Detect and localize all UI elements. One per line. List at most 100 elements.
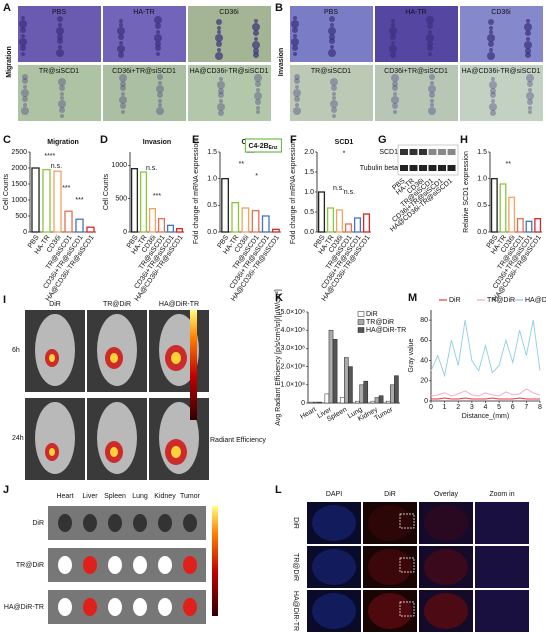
- cell: [216, 19, 222, 25]
- y-tick-label: 2000: [11, 165, 27, 172]
- cell: [158, 103, 162, 107]
- chart-title: SCD1: [335, 139, 354, 146]
- row-label: TR@DiR: [16, 562, 44, 569]
- cell: [58, 78, 66, 86]
- cell: [330, 100, 338, 108]
- tissue: [312, 593, 356, 629]
- cell: [57, 16, 63, 22]
- signal-core: [171, 446, 181, 458]
- x-axis-label: Distance_(mm): [462, 413, 509, 420]
- cell: [528, 110, 532, 114]
- micrograph: [18, 65, 101, 121]
- bar: [251, 210, 260, 233]
- x-tick-label: 3: [470, 404, 474, 411]
- cell: [392, 81, 398, 87]
- cell: [218, 88, 224, 94]
- panel-label: J: [3, 484, 9, 496]
- tissue: [368, 505, 412, 541]
- cell: [491, 99, 495, 103]
- significance: ***: [246, 150, 254, 157]
- signal-core: [110, 447, 118, 457]
- y-tick-label: 20: [420, 378, 428, 385]
- cell: [118, 34, 124, 40]
- image-caption: CD36i: [491, 9, 511, 16]
- cell: [22, 78, 28, 84]
- cell: [120, 85, 126, 91]
- cell: [331, 107, 337, 113]
- column-label: Zoom in: [489, 491, 514, 498]
- organ-label: Lung: [132, 493, 148, 500]
- y-tick-label: 2.0: [304, 149, 314, 156]
- cell: [218, 92, 224, 98]
- tissue: [368, 593, 412, 629]
- cell: [21, 89, 29, 97]
- legend-label: TR@DiR: [366, 319, 394, 326]
- colorbar: [190, 310, 197, 420]
- bar: [353, 217, 362, 233]
- cell: [332, 114, 336, 118]
- image-caption: CD36i+TR@siSCD1: [112, 68, 176, 75]
- bar: [75, 218, 84, 233]
- column-label: Overlay: [434, 491, 459, 498]
- y-tick-label: 5.0×10⁸: [280, 309, 305, 316]
- cell: [22, 74, 28, 80]
- cell: [488, 19, 494, 25]
- bar: [534, 218, 542, 233]
- bar: [516, 218, 524, 233]
- cell: [428, 30, 432, 34]
- cell: [294, 78, 300, 84]
- bar: [175, 228, 184, 233]
- cell: [59, 107, 65, 113]
- cell: [254, 19, 258, 23]
- y-axis-label: Gray value: [408, 338, 415, 372]
- organ-label: Liver: [82, 493, 98, 500]
- cell: [117, 45, 125, 53]
- cell: [156, 85, 164, 93]
- cell: [428, 107, 436, 115]
- fluorescence: [475, 502, 529, 544]
- cell: [329, 16, 335, 22]
- significance: *: [255, 173, 258, 180]
- cell: [119, 96, 127, 104]
- row-label: Invasion: [278, 48, 285, 76]
- cell: [487, 34, 495, 42]
- bar: [148, 208, 157, 233]
- y-tick-label: 1.0×10⁸: [280, 382, 305, 389]
- y-axis-label: Avg Radiant Efficiency [p/s/cm²/sr]/[µW/…: [275, 289, 282, 425]
- cell: [56, 49, 64, 57]
- panel-label: D: [100, 134, 108, 146]
- cell: [292, 27, 298, 33]
- cell: [217, 103, 225, 111]
- cell: [217, 26, 221, 30]
- cell: [429, 92, 435, 98]
- cell: [528, 106, 532, 110]
- organ: [158, 514, 172, 532]
- image-caption: HA@CD36i-TR@siSCD1: [190, 68, 269, 75]
- legend-label: TR@DiR: [487, 297, 515, 304]
- image-caption: HA-TR: [133, 9, 154, 16]
- y-tick-label: 4.0×10⁸: [280, 327, 305, 334]
- cell: [219, 99, 223, 103]
- bar: [261, 215, 270, 233]
- cell: [56, 27, 64, 35]
- cell: [59, 85, 65, 91]
- cell: [489, 103, 497, 111]
- organ: [58, 598, 72, 616]
- y-tick-label: 60: [420, 337, 428, 344]
- organ: [183, 556, 197, 574]
- bar: [339, 397, 345, 404]
- cell: [217, 81, 225, 89]
- cell: [389, 45, 397, 53]
- tissue: [312, 549, 356, 585]
- bar: [157, 218, 166, 233]
- significance: ***: [153, 193, 161, 200]
- cell: [58, 45, 62, 49]
- cell: [157, 92, 163, 98]
- inset-main: C4-2B: [248, 143, 268, 150]
- significance: ***: [62, 185, 70, 192]
- panel-label: E: [192, 134, 199, 146]
- y-tick-label: 500: [15, 213, 27, 220]
- image-caption: TR@siSCD1: [311, 68, 351, 75]
- y-tick-label: 3.0×10⁸: [280, 345, 305, 352]
- cell: [60, 114, 64, 118]
